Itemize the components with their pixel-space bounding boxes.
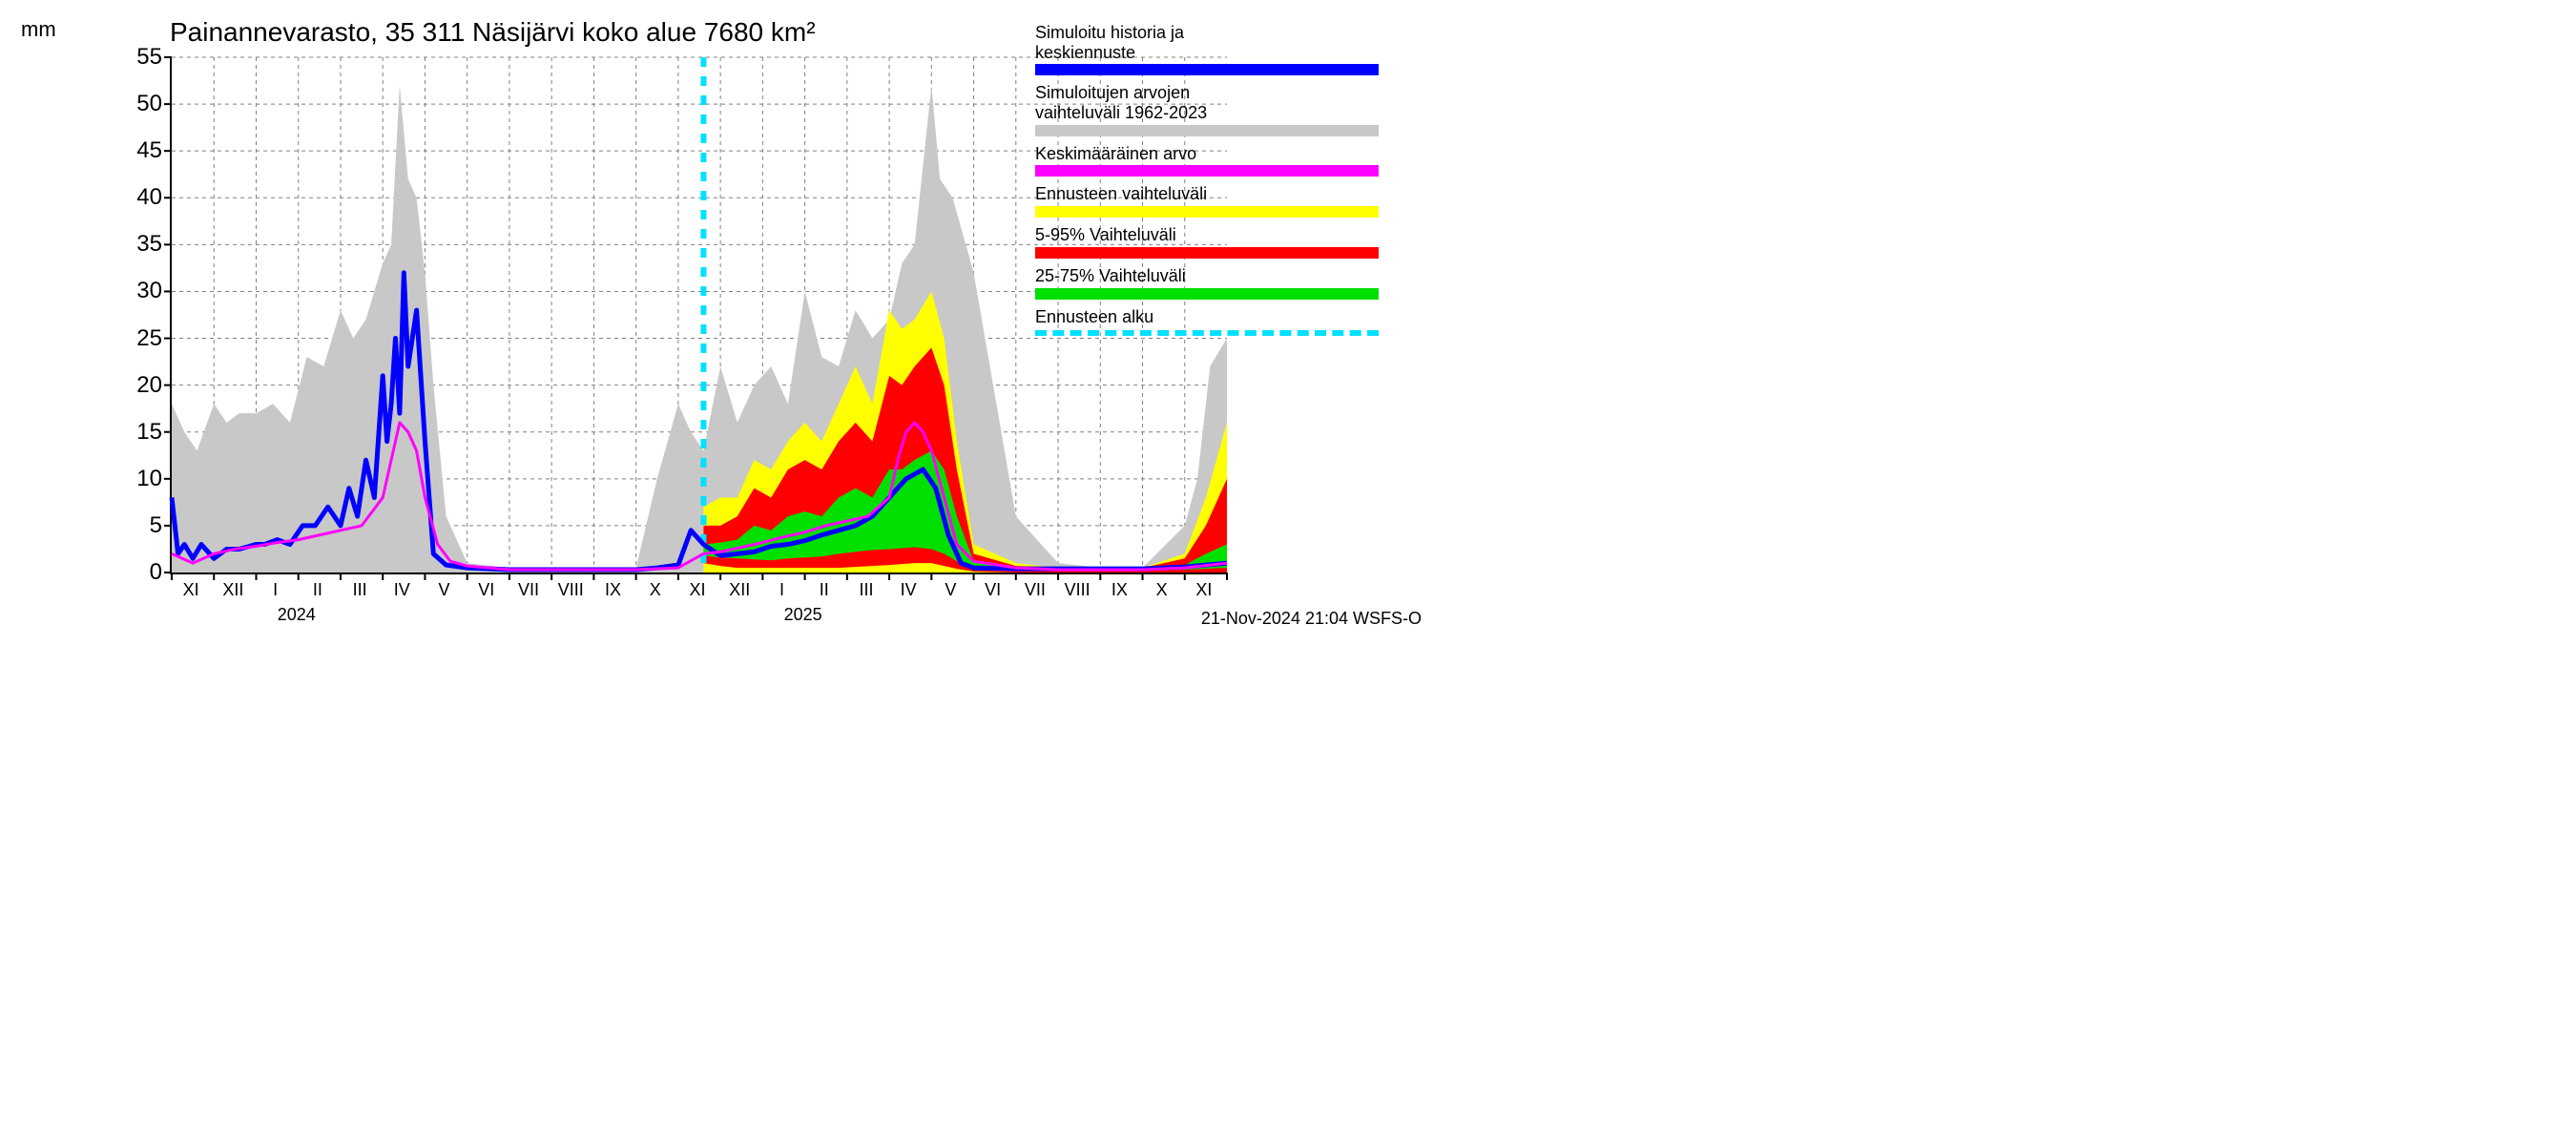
legend-item: Simuloitu historia jakeskiennuste bbox=[1035, 23, 1422, 75]
xtick-label: VII bbox=[1021, 580, 1049, 600]
footer-timestamp: 21-Nov-2024 21:04 WSFS-O bbox=[1201, 609, 1422, 629]
year-label: 2025 bbox=[784, 605, 822, 625]
legend-text: Simuloitu historia ja bbox=[1035, 23, 1422, 43]
xtick-label: VI bbox=[472, 580, 501, 600]
legend-item: Simuloitujen arvojenvaihteluväli 1962-20… bbox=[1035, 83, 1422, 135]
ytick-label: 0 bbox=[114, 559, 162, 586]
chart-container: Painannevarasto, 35 311 Näsijärvi koko a… bbox=[0, 0, 1431, 636]
legend-swatch bbox=[1035, 165, 1379, 177]
legend-swatch bbox=[1035, 64, 1379, 75]
ytick-label: 45 bbox=[114, 137, 162, 164]
ytick-label: 25 bbox=[114, 325, 162, 352]
legend-text: Ennusteen alku bbox=[1035, 307, 1422, 327]
legend-swatch bbox=[1035, 206, 1379, 218]
legend-item: Ennusteen vaihteluväli bbox=[1035, 184, 1422, 218]
legend-item: Ennusteen alku bbox=[1035, 307, 1422, 337]
xtick-label: II bbox=[810, 580, 839, 600]
xtick-label: I bbox=[261, 580, 290, 600]
y-axis-unit: mm bbox=[21, 17, 56, 42]
xtick-label: XII bbox=[218, 580, 247, 600]
legend-text: Ennusteen vaihteluväli bbox=[1035, 184, 1422, 204]
xtick-label: X bbox=[1148, 580, 1176, 600]
legend-item: 5-95% Vaihteluväli bbox=[1035, 225, 1422, 259]
year-label: 2024 bbox=[278, 605, 316, 625]
xtick-label: XI bbox=[177, 580, 205, 600]
ytick-label: 30 bbox=[114, 278, 162, 304]
xtick-label: XII bbox=[725, 580, 754, 600]
ytick-label: 40 bbox=[114, 184, 162, 211]
chart-title: Painannevarasto, 35 311 Näsijärvi koko a… bbox=[170, 17, 816, 48]
xtick-label: IV bbox=[894, 580, 923, 600]
xtick-label: IX bbox=[1105, 580, 1133, 600]
xtick-label: X bbox=[641, 580, 670, 600]
xtick-label: II bbox=[303, 580, 332, 600]
xtick-label: VI bbox=[979, 580, 1008, 600]
legend-text: keskiennuste bbox=[1035, 43, 1422, 63]
xtick-label: III bbox=[345, 580, 374, 600]
xtick-label: XI bbox=[1190, 580, 1218, 600]
legend-text: 25-75% Vaihteluväli bbox=[1035, 266, 1422, 286]
xtick-label: V bbox=[936, 580, 965, 600]
legend-item: Keskimääräinen arvo bbox=[1035, 144, 1422, 177]
ytick-label: 50 bbox=[114, 91, 162, 117]
legend-text: 5-95% Vaihteluväli bbox=[1035, 225, 1422, 245]
xtick-label: IV bbox=[387, 580, 416, 600]
xtick-label: VIII bbox=[1063, 580, 1091, 600]
ytick-label: 10 bbox=[114, 466, 162, 492]
xtick-label: IX bbox=[599, 580, 628, 600]
xtick-label: V bbox=[430, 580, 459, 600]
legend-text: Simuloitujen arvojen bbox=[1035, 83, 1422, 103]
xtick-label: I bbox=[767, 580, 796, 600]
legend-swatch bbox=[1035, 125, 1379, 136]
legend-swatch bbox=[1035, 288, 1379, 300]
legend-text: Keskimääräinen arvo bbox=[1035, 144, 1422, 164]
ytick-label: 15 bbox=[114, 419, 162, 446]
xtick-label: III bbox=[852, 580, 881, 600]
legend-swatch bbox=[1035, 330, 1379, 336]
ytick-label: 5 bbox=[114, 512, 162, 539]
legend-text: vaihteluväli 1962-2023 bbox=[1035, 103, 1422, 123]
xtick-label: VII bbox=[514, 580, 543, 600]
ytick-label: 20 bbox=[114, 372, 162, 399]
ytick-label: 35 bbox=[114, 231, 162, 258]
ytick-label: 55 bbox=[114, 44, 162, 71]
xtick-label: VIII bbox=[556, 580, 585, 600]
xtick-label: XI bbox=[683, 580, 712, 600]
legend-item: 25-75% Vaihteluväli bbox=[1035, 266, 1422, 300]
legend-swatch bbox=[1035, 247, 1379, 259]
legend: Simuloitu historia jakeskiennusteSimuloi… bbox=[1035, 23, 1422, 344]
